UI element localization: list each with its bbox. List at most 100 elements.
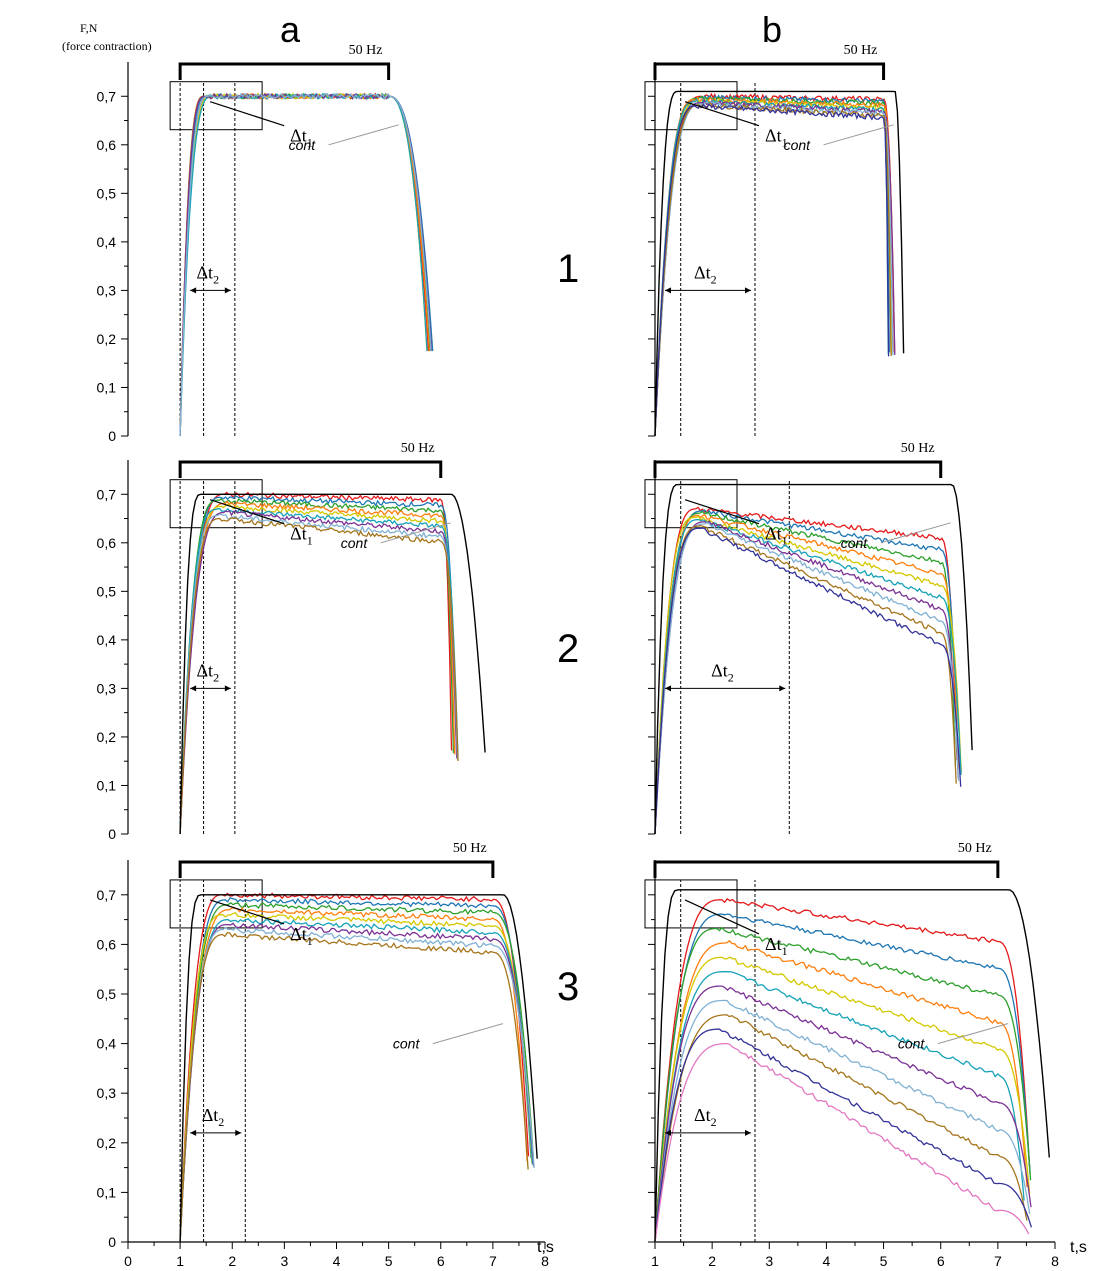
data-series-1b-6 bbox=[654, 99, 896, 437]
stimulus-label-1a: 50 Hz bbox=[349, 43, 383, 58]
data-series-2b-6 bbox=[654, 520, 959, 835]
y-tick-label-2a-1: 0,1 bbox=[97, 777, 117, 793]
data-series-2a-2 bbox=[179, 497, 455, 835]
data-series-3b-8 bbox=[654, 1014, 1028, 1243]
x-tick-label-3a-8: 8 bbox=[541, 1253, 549, 1269]
cont-pointer-1a bbox=[328, 124, 399, 146]
stimulus-label-2a: 50 Hz bbox=[401, 441, 435, 456]
y-tick-label-1a-1: 0,1 bbox=[97, 379, 117, 395]
panels: 00,10,20,30,40,50,60,750 HzΔt2Δt1cont50 … bbox=[97, 43, 1060, 1269]
dt2-label-1a-subscript: 2 bbox=[213, 272, 219, 286]
data-series-2b-7 bbox=[654, 521, 960, 835]
dt2-arrowhead-right-2a bbox=[224, 685, 231, 692]
dt2-label-1b: Δt2 bbox=[694, 262, 717, 286]
data-series-2a-6 bbox=[179, 509, 458, 835]
dt2-arrowhead-right-3b bbox=[745, 1129, 751, 1136]
dt2-label-2a: Δt2 bbox=[196, 660, 219, 684]
dt2-arrowhead-left-2b bbox=[665, 685, 671, 692]
data-series-3a-0 bbox=[179, 892, 530, 1243]
data-series-1b-9 bbox=[654, 103, 890, 437]
dt2-label-2b: Δt2 bbox=[711, 660, 734, 684]
x-tick-label-3b-4: 5 bbox=[880, 1253, 888, 1269]
y-tick-label-1a-6: 0,6 bbox=[97, 137, 117, 153]
cont-series-2a bbox=[179, 493, 486, 835]
dt1-pointer-2a bbox=[209, 499, 285, 525]
y-tick-label-1a-7: 0,7 bbox=[97, 88, 117, 104]
dt1-box-2a bbox=[169, 479, 263, 529]
data-series-2a-0 bbox=[179, 491, 453, 835]
data-series-1b-4 bbox=[654, 98, 893, 437]
dt2-label-3a-subscript: 2 bbox=[218, 1115, 224, 1129]
y-tick-label-3a-2: 0,2 bbox=[97, 1135, 117, 1151]
x-tick-label-3a-7: 7 bbox=[489, 1253, 497, 1269]
stimulus-bracket-2b bbox=[653, 460, 943, 478]
dt2-label-2b-subscript: 2 bbox=[728, 670, 734, 684]
x-tick-label-3a-0: 0 bbox=[124, 1253, 132, 1269]
cont-label-1a: cont bbox=[289, 137, 317, 153]
y-tick-label-2a-6: 0,6 bbox=[97, 535, 117, 551]
stimulus-label-2b: 50 Hz bbox=[901, 441, 935, 456]
data-series-3a-3 bbox=[179, 906, 528, 1243]
dt2-arrowhead-right-3a bbox=[235, 1129, 242, 1136]
data-series-1b-5 bbox=[654, 98, 889, 437]
dt2-arrowhead-left-2a bbox=[190, 685, 197, 692]
data-series-3a-2 bbox=[179, 901, 535, 1243]
y-tick-label-3a-5: 0,5 bbox=[97, 986, 117, 1002]
data-series-3b-2 bbox=[654, 926, 1032, 1243]
dt1-pointer-1a bbox=[209, 101, 285, 127]
dt1-pointer-3a bbox=[209, 899, 285, 925]
data-series-3b-0 bbox=[654, 898, 1031, 1243]
stimulus-label-3b: 50 Hz bbox=[958, 841, 992, 856]
dt2-arrowhead-right-2b bbox=[779, 685, 786, 692]
dt1-label-3a: Δt1 bbox=[290, 924, 313, 948]
data-series-2b-8 bbox=[654, 524, 957, 835]
y-tick-label-1a-2: 0,2 bbox=[97, 331, 117, 347]
dt1-label-2b-subscript: 1 bbox=[782, 534, 788, 548]
data-series-3b-10 bbox=[654, 1042, 1030, 1243]
x-tick-label-3b-7: 8 bbox=[1051, 1253, 1059, 1269]
data-series-3b-6 bbox=[654, 985, 1032, 1243]
data-series-3b-3 bbox=[654, 939, 1028, 1243]
data-series-2b-4 bbox=[654, 515, 962, 835]
cont-label-3b: cont bbox=[898, 1036, 926, 1052]
cont-series-2b bbox=[654, 483, 973, 835]
y-tick-label-3a-7: 0,7 bbox=[97, 887, 117, 903]
dt2-label-1b-subscript: 2 bbox=[711, 272, 717, 286]
x-tick-label-3a-6: 6 bbox=[437, 1253, 445, 1269]
stimulus-label-3a: 50 Hz bbox=[453, 841, 487, 856]
data-series-1b-1 bbox=[654, 94, 890, 437]
data-series-1a-7 bbox=[179, 92, 432, 437]
row-label-2: 2 bbox=[557, 627, 579, 671]
cont-label-2a: cont bbox=[341, 535, 369, 551]
dt1-pointer-2b bbox=[684, 499, 760, 525]
data-series-3a-8 bbox=[179, 931, 529, 1243]
x-tick-label-3b-5: 6 bbox=[937, 1253, 945, 1269]
dt2-arrowhead-left-3a bbox=[190, 1129, 197, 1136]
dt2-arrowhead-left-3b bbox=[665, 1129, 671, 1136]
y-tick-label-1a-4: 0,4 bbox=[97, 234, 117, 250]
cont-pointer-3b bbox=[937, 1023, 1008, 1045]
data-series-2b-5 bbox=[654, 518, 962, 835]
data-series-3b-9 bbox=[654, 1028, 1033, 1243]
data-series-1b-7 bbox=[654, 101, 894, 437]
dt1-label-1a-subscript: 1 bbox=[307, 136, 313, 150]
y-axis-sublabel: (force contraction) bbox=[62, 39, 152, 53]
stimulus-bracket-3a bbox=[178, 860, 495, 878]
dt1-label-3a-subscript: 1 bbox=[307, 934, 313, 948]
dt1-pointer-1b bbox=[684, 101, 760, 127]
data-series-3a-1 bbox=[179, 896, 532, 1243]
y-tick-label-3a-1: 0,1 bbox=[97, 1184, 117, 1200]
stimulus-bracket-3b bbox=[653, 860, 1000, 878]
y-tick-label-2a-3: 0,3 bbox=[97, 680, 117, 696]
y-tick-label-1a-0: 0 bbox=[108, 428, 116, 444]
x-axis-label-b: t,s bbox=[1070, 1239, 1087, 1256]
dt2-label-2a-subscript: 2 bbox=[213, 670, 219, 684]
y-axis-label: F,N bbox=[80, 21, 98, 35]
chart-panel-3b: 1 2 3 4 5 6 7 8 50 Hz Δt2 Δt1 cont bbox=[644, 841, 1059, 1269]
y-tick-label-2a-4: 0,4 bbox=[97, 632, 117, 648]
y-tick-label-3a-6: 0,6 bbox=[97, 936, 117, 952]
cont-pointer-2a bbox=[380, 522, 451, 544]
